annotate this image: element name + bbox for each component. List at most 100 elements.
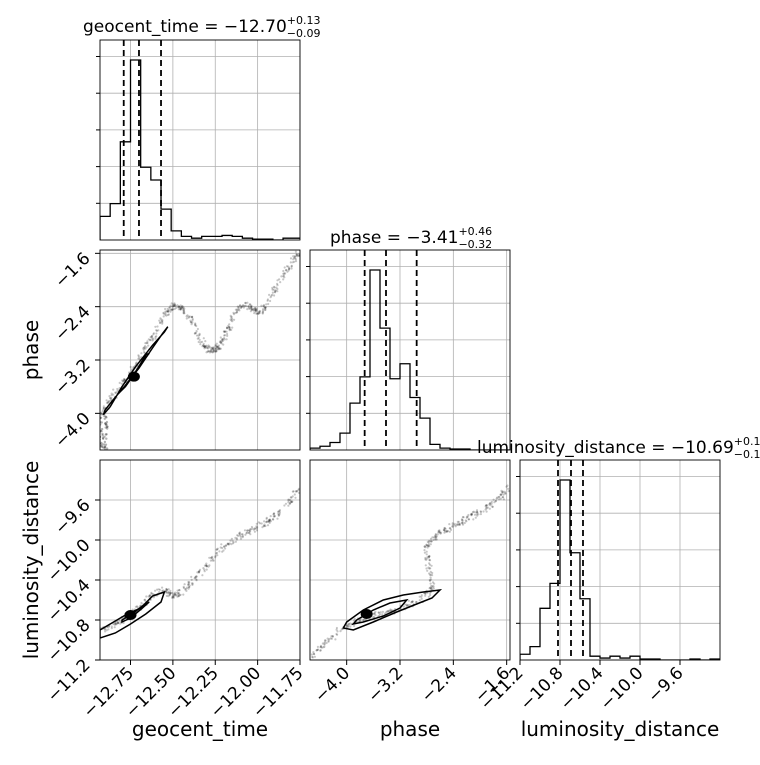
scatter-point	[225, 330, 228, 333]
scatter-point	[228, 328, 231, 331]
scatter-point	[389, 609, 392, 612]
scatter-point	[212, 347, 215, 350]
scatter-point	[171, 303, 175, 306]
scatter-point	[228, 326, 231, 329]
scatter-point	[326, 637, 329, 640]
scatter-point	[164, 313, 167, 316]
y-tick-label: −2.4	[51, 302, 94, 345]
scatter-point	[188, 586, 191, 589]
scatter-point	[239, 306, 243, 310]
histogram-step-luminosity-distance	[520, 479, 720, 660]
scatter-point	[428, 587, 431, 590]
scatter-point	[171, 308, 175, 311]
scatter-point	[218, 550, 221, 553]
scatter-point	[113, 623, 116, 626]
scatter-point	[502, 496, 505, 499]
scatter-point	[179, 308, 182, 311]
scatter-point	[177, 594, 180, 598]
scatter-point	[144, 347, 147, 350]
scatter-point	[381, 610, 384, 614]
scatter-point	[271, 286, 274, 289]
scatter-point	[244, 301, 247, 304]
scatter-point	[381, 613, 384, 616]
scatter-point	[217, 344, 220, 347]
scatter-point	[211, 347, 214, 350]
scatter-point	[431, 536, 434, 539]
scatter-point	[221, 338, 224, 341]
scatter-point	[219, 336, 222, 339]
scatter-point	[103, 414, 106, 418]
scatter-point	[292, 490, 295, 493]
scatter-point	[253, 308, 256, 312]
scatter-point	[438, 531, 441, 534]
scatter-point	[194, 322, 197, 325]
scatter-point	[190, 321, 193, 324]
scatter-point	[142, 347, 145, 350]
contour-middle	[351, 598, 409, 626]
scatter-point	[464, 519, 467, 522]
scatter-point	[203, 564, 207, 567]
scatter-point	[427, 556, 431, 559]
scatter-point	[241, 305, 244, 308]
scatter-point	[250, 528, 253, 531]
scatter-point	[238, 532, 241, 535]
scatter-point	[479, 510, 483, 514]
scatter-point	[456, 520, 459, 524]
scatter-point	[263, 304, 266, 307]
scatter-point	[327, 639, 330, 642]
scatter-point	[428, 567, 431, 570]
scatter-point	[188, 584, 191, 587]
scatter-point	[249, 528, 252, 531]
scatter-point	[104, 422, 107, 425]
scatter-point	[378, 614, 381, 617]
scatter-point	[297, 254, 300, 257]
scatter-point	[110, 394, 113, 397]
scatter-point	[228, 542, 231, 545]
scatter-point	[208, 351, 212, 354]
scatter-point	[465, 515, 469, 518]
scatter-point	[137, 355, 140, 358]
scatter-point	[285, 265, 289, 268]
scatter-point	[219, 341, 222, 344]
scatter-point	[171, 596, 174, 600]
scatter-point	[117, 621, 120, 625]
scatter-point	[294, 260, 298, 263]
scatter-point	[204, 340, 207, 343]
scatter-point	[463, 521, 466, 525]
scatter-point	[105, 423, 108, 426]
scatter-point	[331, 635, 334, 638]
scatter-point	[451, 522, 454, 525]
scatter-point	[104, 630, 107, 633]
scatter-point	[461, 522, 464, 525]
scatter-point	[154, 325, 157, 328]
scatter-point	[108, 395, 111, 398]
scatter-point	[327, 640, 330, 643]
scatter-point	[250, 306, 253, 309]
scatter-point	[231, 326, 234, 329]
scatter-point	[173, 303, 176, 306]
scatter-point	[385, 611, 388, 614]
scatter-point	[310, 653, 313, 656]
scatter-point	[268, 521, 271, 525]
scatter-point	[104, 415, 108, 418]
scatter-point	[250, 308, 253, 311]
y-tick-label: −11.2	[44, 655, 95, 706]
scatter-point	[479, 513, 482, 516]
scatter-point	[159, 321, 162, 324]
scatter-point	[283, 272, 286, 275]
scatter-point	[315, 649, 318, 652]
scatter-point	[234, 308, 237, 311]
scatter-point	[287, 501, 290, 504]
scatter-point	[289, 501, 292, 504]
scatter-point	[465, 520, 468, 523]
scatter-point	[429, 576, 432, 579]
scatter-point	[175, 593, 178, 596]
scatter-point	[161, 586, 164, 589]
scatter-point	[215, 551, 218, 555]
scatter-point	[424, 594, 427, 597]
scatter-point	[235, 311, 238, 314]
scatter-point	[202, 337, 205, 340]
scatter-point	[323, 645, 326, 648]
scatter-point	[179, 304, 182, 307]
scatter-point	[245, 531, 249, 534]
